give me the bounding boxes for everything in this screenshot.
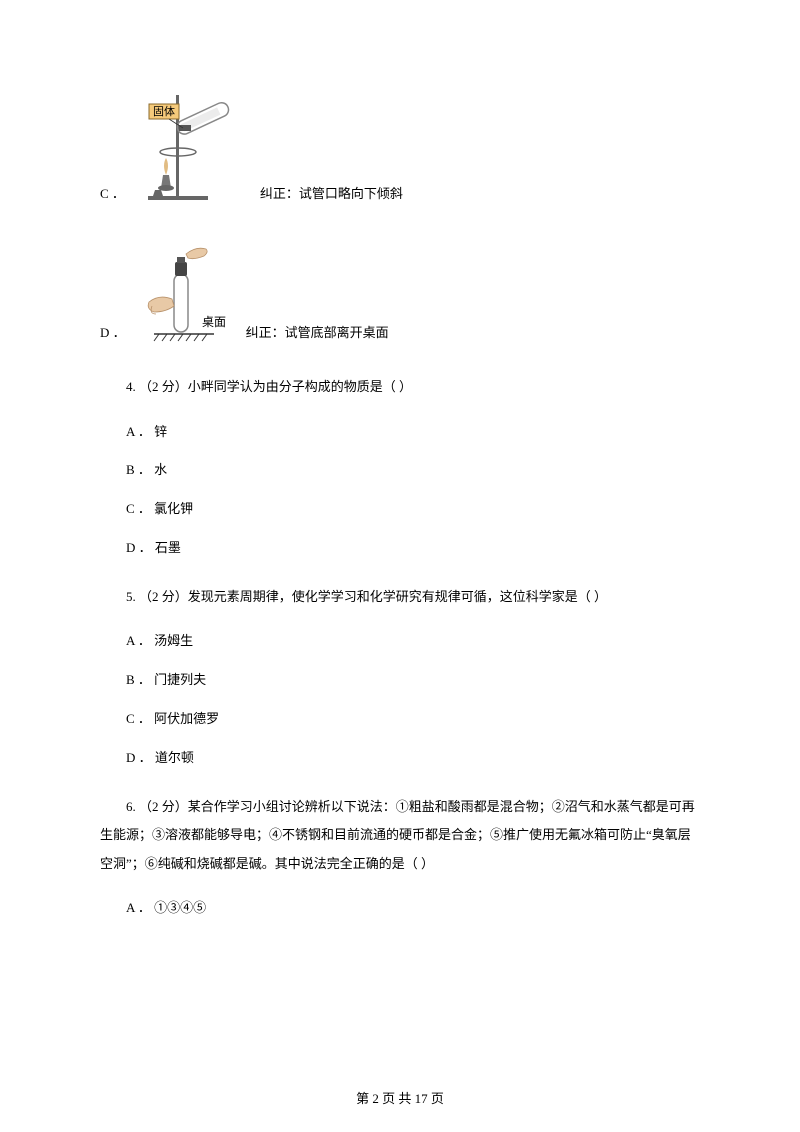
q5-option-c: C ． 阿伏加德罗 [100, 709, 720, 730]
page-footer: 第 2 页 共 17 页 [0, 1088, 800, 1107]
q5-option-a: A ． 汤姆生 [100, 631, 720, 652]
option-d-correction: 纠正：试管底部离开桌面 [246, 322, 389, 349]
q4-stem: 4. （2 分）小畔同学认为由分子构成的物质是（ ） [100, 373, 720, 402]
option-d-row: D ． 桌面 纠正：试管底部离开桌面 [100, 234, 720, 349]
option-c-label: C ． [100, 183, 125, 210]
q6-option-a: A ． ①③④⑤ [100, 898, 720, 919]
option-c-row: C ． 固体 纠正：试管口略向下倾斜 [100, 90, 720, 210]
q5-stem: 5. （2 分）发现元素周期律，使化学学习和化学研究有规律可循，这位科学家是（ … [100, 583, 720, 612]
q4-option-b: B ． 水 [100, 460, 720, 481]
question-5: 5. （2 分）发现元素周期律，使化学学习和化学研究有规律可循，这位科学家是（ … [100, 583, 720, 612]
q4-option-c: C ． 氯化钾 [100, 499, 720, 520]
option-d-label: D ． [100, 322, 126, 349]
question-6: 6. （2 分）某合作学习小组讨论辨析以下说法：①粗盐和酸雨都是混合物；②沼气和… [100, 793, 720, 879]
apparatus-c-diagram: 固体 [133, 90, 248, 210]
q6-stem-line1: 6. （2 分）某合作学习小组讨论辨析以下说法：①粗盐和酸雨都是混合物；②沼气和… [100, 793, 720, 822]
option-c-correction: 纠正：试管口略向下倾斜 [260, 183, 403, 210]
q5-option-b: B ． 门捷列夫 [100, 670, 720, 691]
apparatus-d-diagram: 桌面 [134, 234, 234, 349]
svg-text:固体: 固体 [153, 104, 175, 118]
q4-option-a: A ． 锌 [100, 422, 720, 443]
q6-stem-line2: 生能源；③溶液都能够导电；④不锈钢和目前流通的硬币都是合金；⑤推广使用无氟冰箱可… [100, 821, 720, 850]
q6-stem-line3: 空洞”；⑥纯碱和烧碱都是碱。其中说法完全正确的是（ ） [100, 850, 720, 879]
question-4: 4. （2 分）小畔同学认为由分子构成的物质是（ ） [100, 373, 720, 402]
svg-text:桌面: 桌面 [202, 315, 226, 329]
q5-option-d: D ． 道尔顿 [100, 748, 720, 769]
q4-option-d: D ． 石墨 [100, 538, 720, 559]
